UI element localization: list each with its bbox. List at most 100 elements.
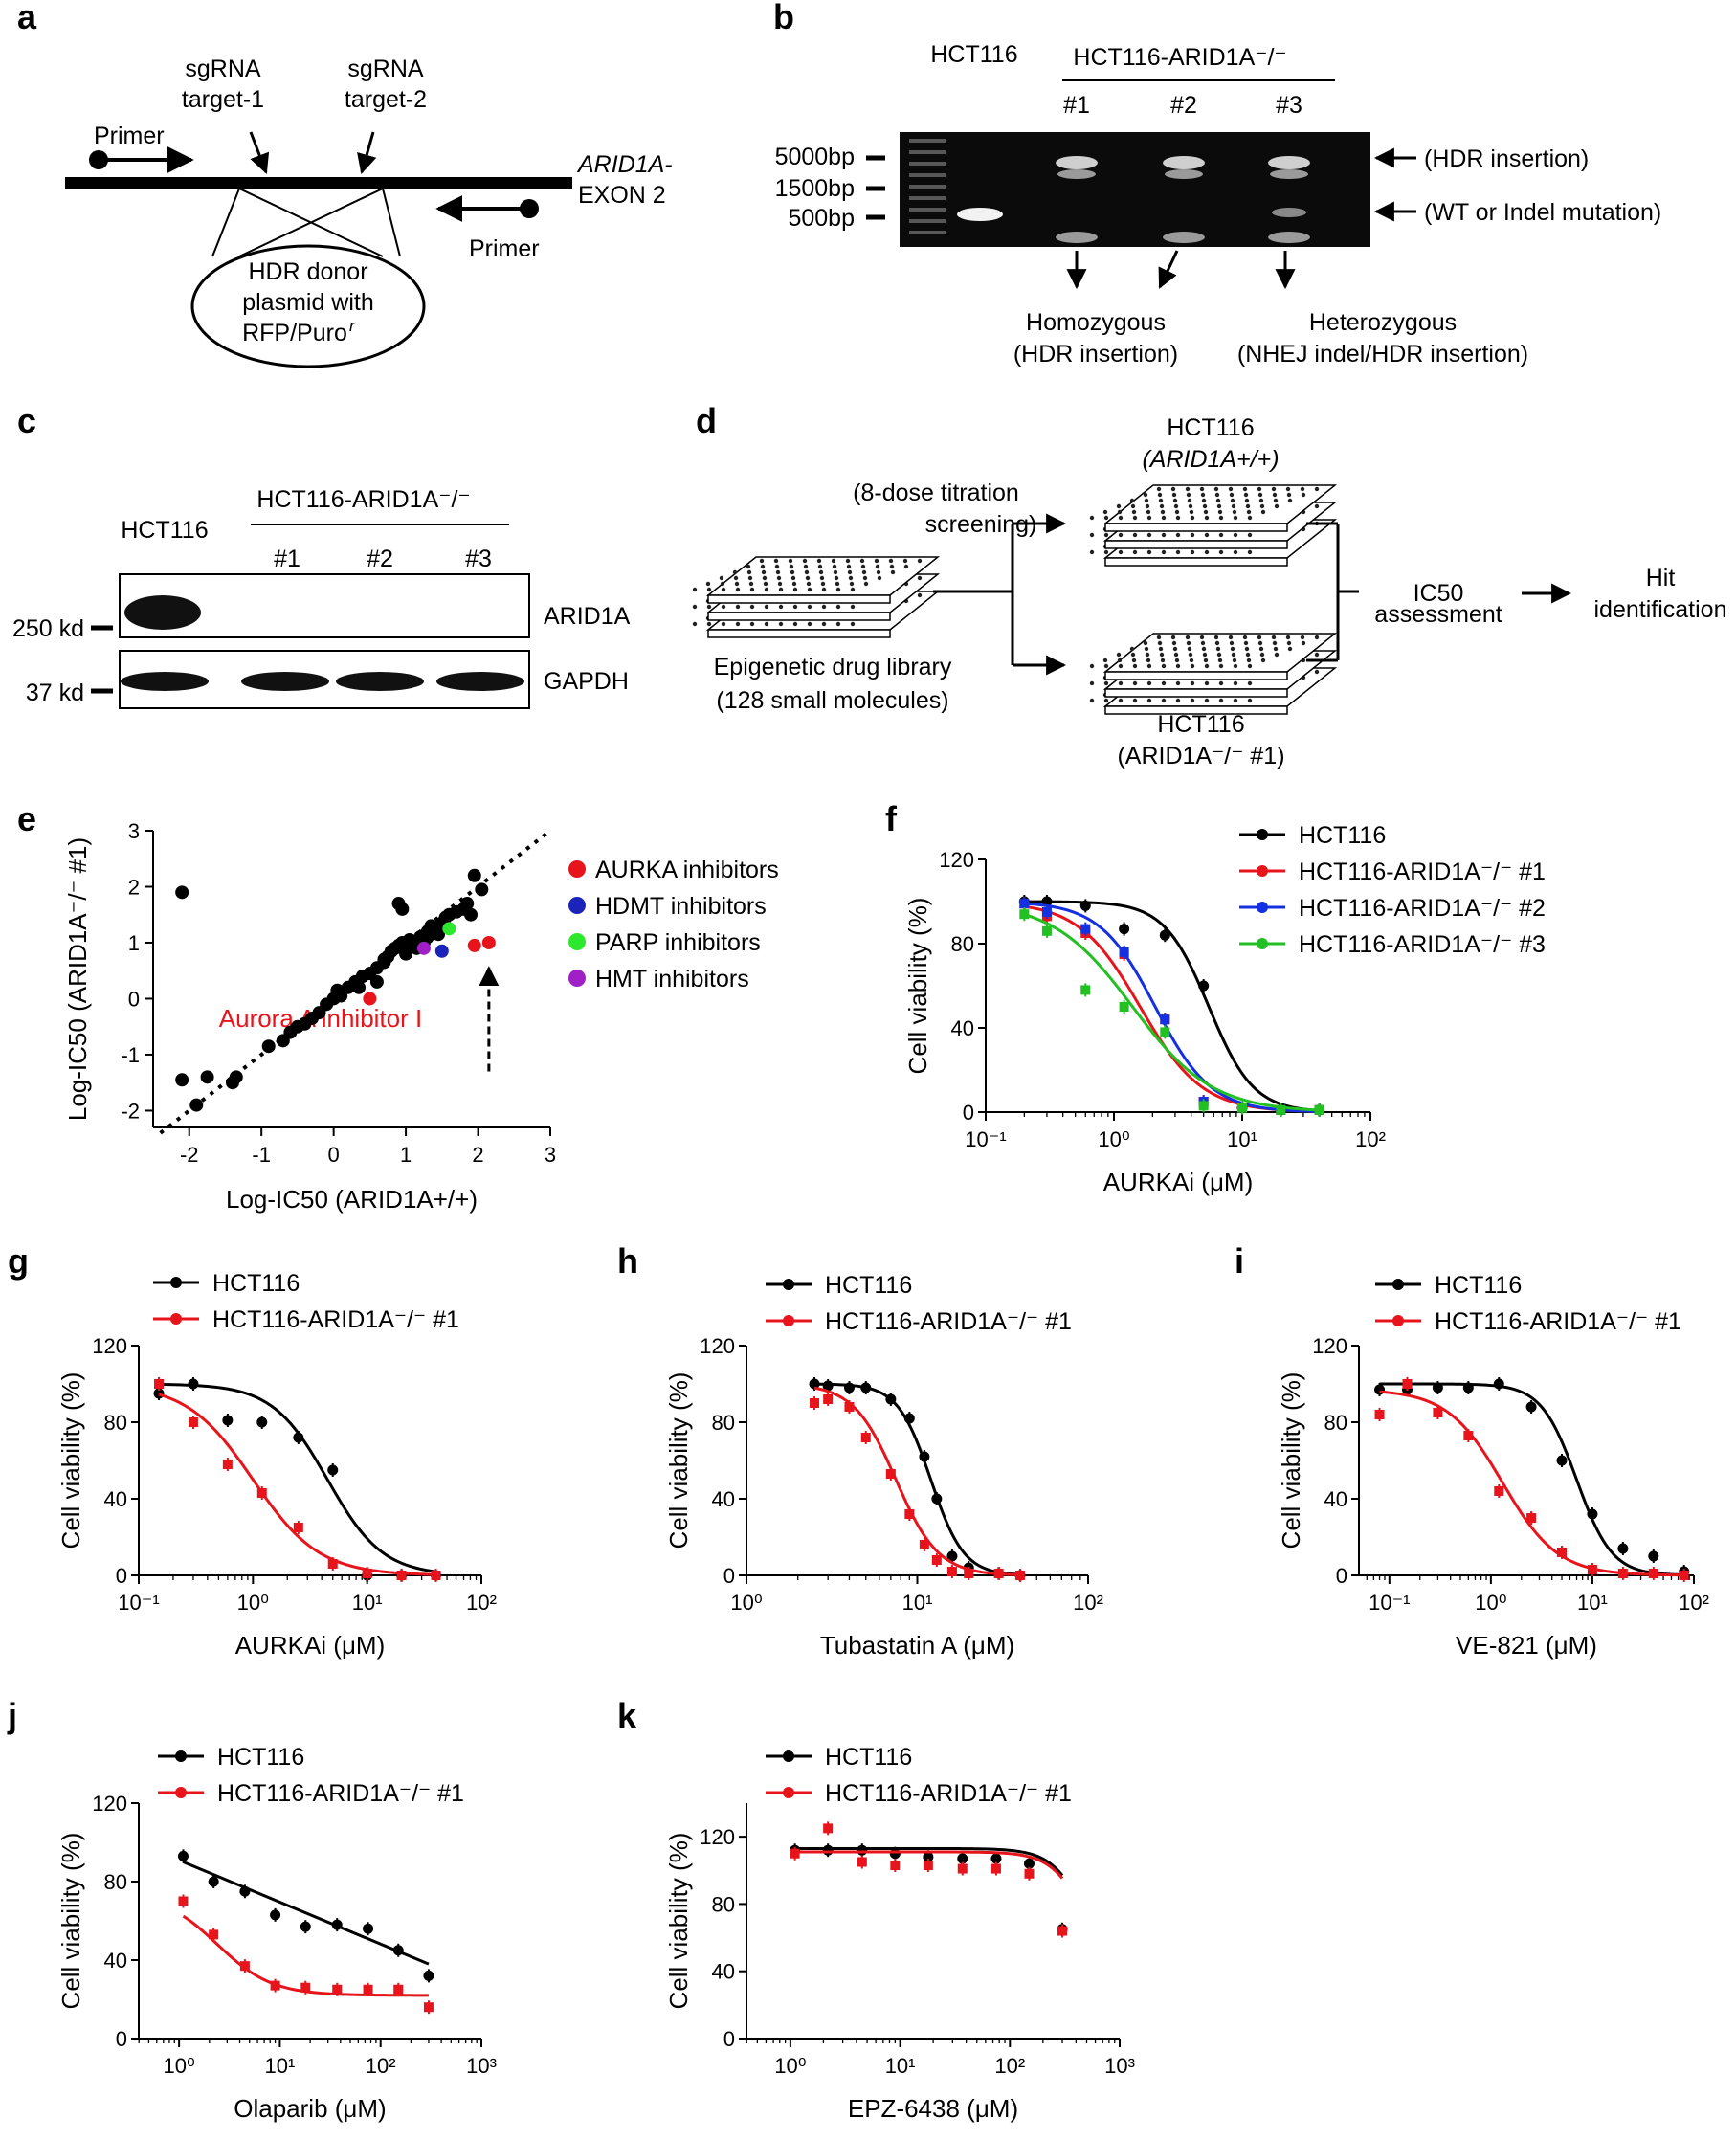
plate-well	[1246, 509, 1252, 515]
data-point	[1019, 909, 1030, 920]
plate-well	[1285, 486, 1291, 492]
data-point	[256, 1488, 267, 1498]
legend-label: HCT116-ARID1A⁻/⁻ #1	[1435, 1308, 1681, 1335]
plate-well	[890, 569, 896, 575]
plate-well	[1146, 515, 1152, 521]
plate-well	[1161, 532, 1167, 538]
plate-well	[845, 558, 851, 564]
data-point	[822, 1380, 834, 1392]
data-point	[1023, 1858, 1035, 1869]
plate-well	[1161, 663, 1167, 669]
plate-well	[1231, 503, 1236, 509]
hdr-cross-2	[238, 188, 384, 257]
plate-well	[835, 621, 841, 627]
data-point	[239, 1885, 251, 1897]
plate-well	[1233, 549, 1238, 555]
plate-well	[1161, 680, 1167, 686]
plate-well	[1245, 503, 1251, 509]
ladder-band	[909, 150, 946, 154]
plate-well	[1145, 503, 1150, 509]
data-point	[396, 1571, 407, 1580]
legend-label: HCT116-ARID1A⁻/⁻ #3	[1299, 931, 1546, 958]
data-point	[889, 1848, 901, 1860]
legend-marker	[783, 1750, 794, 1762]
panel-label-c: c	[17, 401, 36, 440]
plate-well	[1213, 635, 1219, 640]
plate-well	[721, 604, 726, 610]
plate-well	[747, 575, 753, 581]
plate-well	[792, 604, 798, 610]
plate-well	[1314, 652, 1320, 658]
gapdh-band	[121, 672, 209, 691]
data-point	[1119, 1002, 1129, 1012]
plate-well	[862, 575, 868, 581]
data-point	[1493, 1378, 1504, 1390]
plate-well	[1258, 498, 1264, 503]
plate-well	[1146, 658, 1151, 663]
panel-c: c HCT116 HCT116-ARID1A⁻/⁻ #1 #2 #3 250 kd …	[12, 401, 631, 709]
data-point	[327, 1559, 338, 1569]
data-point	[331, 1919, 343, 1930]
wb-clone-label: #2	[367, 546, 393, 572]
legend-marker	[1257, 865, 1268, 877]
primer-band	[1268, 232, 1310, 243]
data-point	[1463, 1431, 1474, 1440]
hit-line1: Hit	[1646, 565, 1676, 591]
x-axis-title: VE-821 (μM)	[1456, 1631, 1597, 1660]
plate-well	[1188, 503, 1193, 509]
data-point	[1159, 929, 1170, 941]
plate-well	[775, 569, 781, 575]
data-point	[860, 1382, 872, 1393]
plate-well	[1132, 549, 1138, 555]
data-point	[431, 1571, 441, 1580]
chart-k: 0 40 80 120 10⁰ 10¹ 10² 10³ EPZ-6438 (μM) Cell vi…	[664, 1744, 1135, 2123]
plate-well	[1214, 492, 1220, 498]
plate-well	[1218, 549, 1224, 555]
plate-well	[861, 569, 867, 575]
plate-well	[859, 558, 865, 564]
x-tick-label: 10¹	[265, 2054, 296, 2078]
y-tick-label: 120	[92, 1334, 127, 1358]
legend-label: HCT116-ARID1A⁻/⁻ #1	[1299, 858, 1546, 885]
data-point	[844, 1402, 855, 1412]
x-tick-label: 10³	[466, 2054, 497, 2078]
plate-well	[1218, 532, 1224, 538]
plate-well	[1173, 652, 1179, 658]
plate-well	[1102, 509, 1108, 515]
plate-well	[1132, 680, 1138, 686]
plate-well	[1132, 515, 1138, 521]
plate-well	[1175, 532, 1181, 538]
plate-well	[1230, 498, 1235, 503]
y-axis-title: Cell viability (%)	[56, 1372, 85, 1549]
plate-well	[1185, 486, 1191, 492]
sgrna1-line2: target-1	[182, 86, 264, 113]
plate-well	[1244, 498, 1250, 503]
chart-g: 0 40 80 120 10⁻¹ 10⁰ 10¹ 10² AURKAi (μM) Cell via…	[56, 1270, 497, 1660]
plate-well	[1172, 498, 1178, 503]
data-point	[300, 1982, 311, 1993]
ic50-line2: assessment	[1374, 601, 1502, 628]
plate-well	[888, 558, 894, 564]
data-point	[1525, 1401, 1537, 1413]
data-point	[1160, 1027, 1170, 1037]
data-point	[857, 1857, 867, 1867]
plate-well	[1132, 698, 1138, 703]
plate-well	[819, 575, 825, 581]
plate-well	[1246, 658, 1252, 663]
plate-well	[1157, 640, 1163, 646]
sgrna2-line2: target-2	[345, 86, 427, 113]
plate-well	[802, 558, 808, 564]
gel-clone-label: #1	[1063, 92, 1090, 119]
plate-well	[1175, 663, 1181, 669]
plate-well	[1170, 486, 1176, 492]
x-tick-label: 10⁰	[1475, 1591, 1506, 1615]
data-point	[239, 1961, 250, 1972]
legend-marker	[175, 1787, 187, 1798]
plate-well	[1247, 663, 1253, 669]
chart-j: 0 40 80 120 10⁰ 10¹ 10² 10³ Olaparib (μM) Cell vi…	[56, 1744, 497, 2123]
plate-well	[1144, 646, 1149, 652]
plate-well	[790, 569, 795, 575]
plate-well	[1204, 663, 1210, 669]
plate-well	[791, 581, 797, 587]
y-tick-label: 80	[712, 1411, 735, 1435]
